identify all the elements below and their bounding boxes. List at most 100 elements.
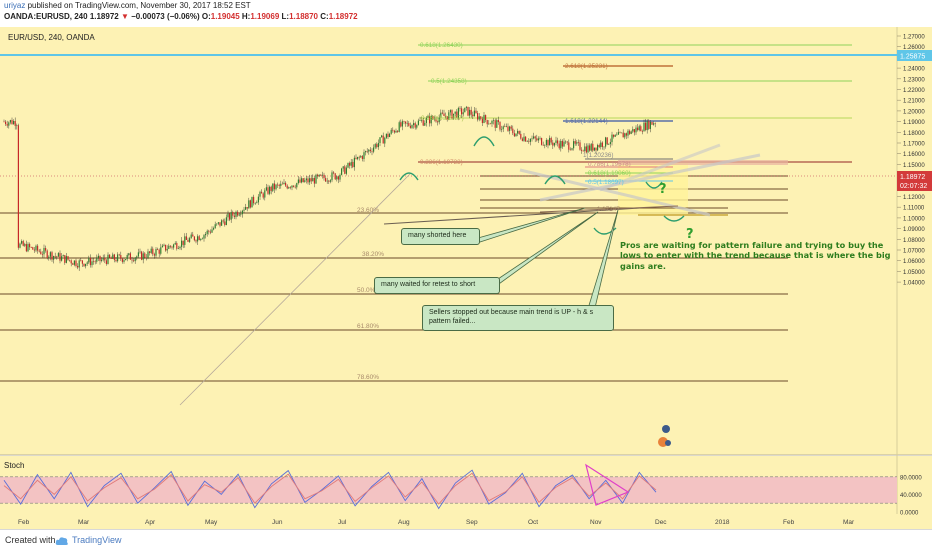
candle-body <box>371 151 373 152</box>
symbol-line[interactable]: OANDA:EURUSD, 240 <box>4 12 88 21</box>
c-value: 1.18972 <box>328 12 358 21</box>
candle-body <box>169 245 171 247</box>
candle-body <box>483 115 485 123</box>
candle-body <box>571 148 573 150</box>
candle-body <box>357 156 359 159</box>
candle-body <box>342 166 344 169</box>
candle-body <box>125 259 127 261</box>
candle-body <box>317 174 319 177</box>
footer: Created with TradingView <box>0 529 932 551</box>
candle-body <box>603 146 605 148</box>
candle-body <box>177 248 179 249</box>
candle-body <box>285 182 287 186</box>
candle-body <box>337 176 339 180</box>
candle-body <box>464 107 466 113</box>
fib-extension-label: 2.618(1.25231) <box>565 63 608 70</box>
price-tick-label: 1.18000 <box>903 131 925 137</box>
callout-many-shorted-text: many shorted here <box>408 232 467 239</box>
candle-body <box>472 114 474 117</box>
candle-body <box>417 120 419 125</box>
candle-body <box>544 145 546 146</box>
fib-retracement-label: 50.0% <box>357 287 376 294</box>
date-axis-bg <box>0 514 932 529</box>
candle-body <box>288 187 290 189</box>
candle-body <box>75 260 77 266</box>
neckline <box>383 207 641 225</box>
price-axis-bg <box>897 27 932 455</box>
callout-pointers <box>477 207 619 313</box>
candle-body <box>88 257 90 263</box>
candle-body <box>153 254 155 256</box>
candle-body <box>222 220 224 222</box>
price-tick-label: 1.19000 <box>903 120 925 126</box>
candle-body <box>102 257 104 260</box>
candle-body <box>633 129 635 133</box>
tradingview-brand[interactable]: TradingView <box>72 535 122 545</box>
candle-body <box>389 133 391 137</box>
channel-upper-2 <box>599 143 721 192</box>
candle-body <box>99 255 101 261</box>
candle-body <box>461 108 463 115</box>
candle-body <box>589 145 591 151</box>
pros-note-text: Pros are waiting for pattern failure and… <box>620 240 891 271</box>
candle-body <box>590 143 592 151</box>
event-icons[interactable] <box>658 425 671 447</box>
candle-body <box>155 249 157 256</box>
candle-body <box>221 220 223 226</box>
candle-body <box>501 129 503 130</box>
candle-body <box>137 252 139 257</box>
candle-body <box>541 138 543 145</box>
candle-body <box>366 151 368 152</box>
candle-body <box>533 136 535 139</box>
candle-body <box>11 120 13 125</box>
candle-body <box>195 240 197 242</box>
candle-body <box>269 186 271 194</box>
event-icon-3[interactable] <box>665 440 671 446</box>
author-link[interactable]: uriyaz <box>4 1 26 10</box>
candle-body <box>425 117 427 123</box>
candle-body <box>329 180 331 182</box>
candle-body <box>232 212 234 216</box>
date-tick-label: Jul <box>338 519 347 526</box>
candle-body <box>240 214 242 215</box>
candle-body <box>480 116 482 119</box>
candle-body <box>275 184 277 190</box>
candle-body <box>411 125 413 128</box>
candle-body <box>9 120 11 123</box>
candle-body <box>94 261 96 263</box>
candle-body <box>48 256 50 259</box>
candle-body <box>238 214 240 216</box>
candle-body <box>296 183 298 188</box>
candle-body <box>249 200 251 208</box>
created-with-text: Created with <box>5 535 56 545</box>
candle-body <box>318 174 320 177</box>
candle-body <box>233 215 235 217</box>
candle-body <box>433 119 435 120</box>
price-tick-label: 1.15000 <box>903 163 925 169</box>
candle-body <box>486 120 488 125</box>
candle-body <box>401 121 403 127</box>
date-tick-label: Apr <box>145 519 156 526</box>
candle-body <box>136 256 138 258</box>
candle-body <box>643 122 645 132</box>
candle-body <box>193 236 195 241</box>
stoch-line <box>3 469 657 510</box>
event-icon-1[interactable] <box>662 425 670 433</box>
candle-body <box>3 121 5 123</box>
fib-retracement-label: 61.80% <box>357 323 379 330</box>
candle-body <box>161 245 163 248</box>
candle-body <box>400 122 402 127</box>
candle-body <box>219 222 221 226</box>
candle-body <box>206 230 208 234</box>
candle-body <box>259 191 261 197</box>
candle-body <box>43 248 45 255</box>
candle-body <box>145 257 147 259</box>
candle-body <box>189 238 191 242</box>
stoch-title: Stoch <box>4 461 24 470</box>
candle-body <box>197 236 199 242</box>
candle-body <box>347 163 349 168</box>
price-tick-label: 1.10000 <box>903 216 925 222</box>
candle-body <box>397 130 399 132</box>
fib-extension-label: 1(1.20236) <box>583 152 613 159</box>
